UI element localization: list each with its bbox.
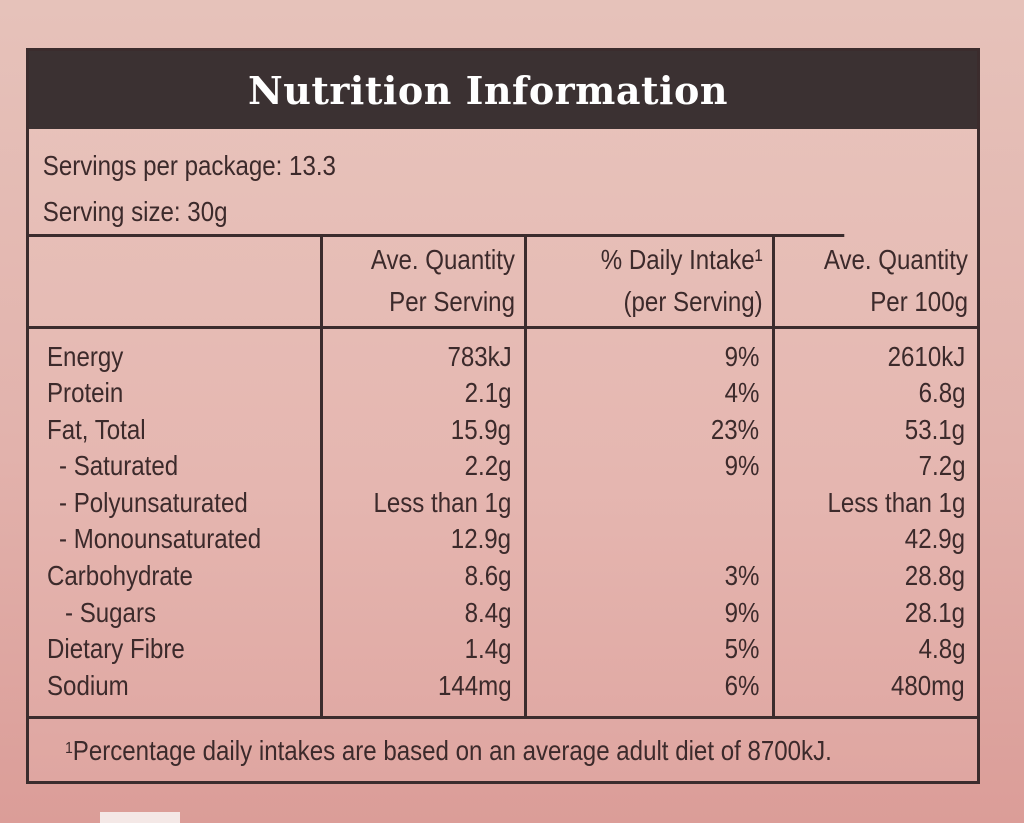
header-daily-intake: % Daily Intake¹ (per Serving) xyxy=(523,237,773,329)
nutrient-names-column: Energy Protein Fat, Total - Saturated - … xyxy=(29,327,321,719)
per-100g-value: 28.8g xyxy=(904,560,965,592)
per-100g-value: 7.2g xyxy=(918,450,965,482)
footnote: 1Percentage daily intakes are based on a… xyxy=(29,719,844,771)
daily-intake-value: 9% xyxy=(724,596,760,628)
daily-intake-value: 5% xyxy=(724,633,760,665)
per-serving-value: 2.1g xyxy=(464,377,512,409)
footnote-marker: 1 xyxy=(65,739,73,757)
nutrient-name: Energy xyxy=(47,340,124,372)
daily-intake-value: 9% xyxy=(724,450,760,482)
daily-intake-value: 6% xyxy=(724,669,760,701)
per-serving-value: Less than 1g xyxy=(373,486,512,518)
servings-per-package: Servings per package: 13.3 xyxy=(42,150,336,181)
per-100g-value: 2610kJ xyxy=(887,340,965,372)
daily-intake-value xyxy=(527,521,772,558)
per-100g-value: 4.8g xyxy=(918,633,965,665)
serving-size: Serving size: 30g xyxy=(42,196,228,227)
header-per-serving: Ave. Quantity Per Serving xyxy=(319,237,525,329)
nutrient-name: Carbohydrate xyxy=(47,560,193,592)
daily-intake-value: 23% xyxy=(711,413,760,445)
panel-title: Nutrition Information xyxy=(248,67,728,113)
nutrient-name: - Saturated xyxy=(59,450,179,482)
daily-intake-value: 3% xyxy=(724,560,760,592)
daily-intake-value xyxy=(527,485,772,522)
header-per-100g: Ave. Quantity Per 100g xyxy=(771,237,977,329)
nutrition-table: Ave. Quantity Per Serving % Daily Intake¹… xyxy=(29,237,977,719)
nutrient-name: Dietary Fibre xyxy=(47,633,185,665)
daily-intake-value: 9% xyxy=(724,340,760,372)
per-serving-value: 12.9g xyxy=(451,523,512,555)
per-100g-value: 42.9g xyxy=(904,523,965,555)
per-serving-value: 8.6g xyxy=(464,560,512,592)
per-serving-column: 783kJ 2.1g 15.9g 2.2g Less than 1g 12.9g… xyxy=(319,327,525,719)
nutrient-name: Protein xyxy=(47,377,124,409)
package-edge xyxy=(100,812,180,823)
per-serving-value: 1.4g xyxy=(464,633,512,665)
per-serving-value: 8.4g xyxy=(464,596,512,628)
nutrient-name: - Polyunsaturated xyxy=(59,486,248,518)
panel-header: Nutrition Information xyxy=(29,51,977,129)
servings-info: Servings per package: 13.3 Serving size:… xyxy=(29,129,845,237)
nutrient-name: Fat, Total xyxy=(47,413,146,445)
table-body-row: Energy Protein Fat, Total - Saturated - … xyxy=(29,327,977,719)
per-100g-column: 2610kJ 6.8g 53.1g 7.2g Less than 1g 42.9… xyxy=(771,327,977,719)
table-header-row: Ave. Quantity Per Serving % Daily Intake¹… xyxy=(29,237,977,329)
header-blank xyxy=(29,237,321,329)
per-serving-value: 783kJ xyxy=(447,340,512,372)
per-serving-value: 2.2g xyxy=(464,450,512,482)
daily-intake-column: 9% 4% 23% 9% 3% 9% 5% 6% xyxy=(523,327,773,719)
per-serving-value: 144mg xyxy=(437,669,512,701)
daily-intake-value: 4% xyxy=(724,377,760,409)
per-100g-value: 53.1g xyxy=(904,413,965,445)
per-100g-value: 28.1g xyxy=(904,596,965,628)
per-serving-value: 15.9g xyxy=(451,413,512,445)
nutrient-name: Sodium xyxy=(47,669,129,701)
footnote-text: Percentage daily intakes are based on an… xyxy=(72,734,832,766)
nutrition-panel: Nutrition Information Servings per packa… xyxy=(26,48,980,784)
per-100g-value: 6.8g xyxy=(918,377,965,409)
per-100g-value: Less than 1g xyxy=(827,486,965,518)
per-100g-value: 480mg xyxy=(891,669,965,701)
nutrient-name: - Monounsaturated xyxy=(59,523,262,555)
nutrient-name: - Sugars xyxy=(65,596,157,628)
